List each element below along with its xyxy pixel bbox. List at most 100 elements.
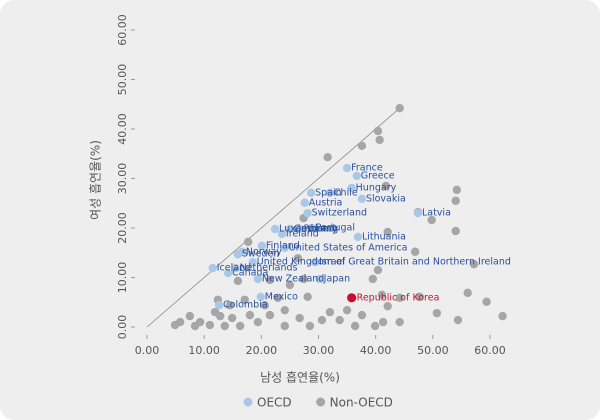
point: [395, 317, 404, 327]
point-label: Luxembourg: [279, 223, 338, 234]
point: [248, 257, 257, 267]
point: [378, 317, 388, 327]
point: [315, 274, 324, 284]
point: [214, 301, 224, 310]
point: [303, 208, 312, 218]
x-tick-label: 20.00: [246, 344, 278, 357]
point: [383, 302, 392, 311]
point: [395, 104, 404, 113]
y-tick-label: 40.00: [116, 113, 129, 145]
point-label: Chile: [334, 187, 358, 198]
point: [293, 253, 303, 263]
y-tick-label: 0.00: [116, 315, 129, 340]
point: [325, 307, 335, 317]
point: [452, 185, 462, 195]
point-label: Switzerland: [312, 208, 367, 219]
point-label: Finland: [266, 240, 300, 251]
point-label: France: [351, 163, 383, 174]
point: [381, 181, 391, 191]
point: [415, 292, 424, 302]
point: [285, 280, 295, 290]
point-label: Latvia: [422, 208, 451, 219]
point: [257, 241, 267, 251]
point-label: Slovakia: [366, 193, 406, 204]
y-tick-label: 50.00: [116, 64, 129, 96]
x-tick-label: 0.00: [135, 344, 160, 357]
point: [265, 275, 275, 285]
point: [353, 232, 363, 242]
point: [190, 321, 200, 331]
point: [295, 224, 304, 234]
point: [375, 135, 384, 145]
legend-swatch: [243, 397, 253, 407]
point: [310, 257, 320, 267]
point: [253, 317, 263, 327]
point: [352, 171, 362, 181]
point: [325, 188, 335, 198]
x-tick-label: 30.00: [303, 344, 335, 357]
point-label: Lithuania: [362, 231, 406, 242]
point: [231, 263, 240, 273]
x-tick-label: 10.00: [188, 344, 220, 357]
point: [233, 276, 243, 286]
point: [469, 259, 479, 269]
point: [395, 293, 404, 302]
y-tick-label: 20.00: [116, 212, 129, 244]
point-label: United Kingdom of Great Britain and Nort…: [257, 257, 511, 268]
point: [223, 268, 233, 278]
point: [277, 229, 287, 239]
point: [357, 310, 367, 320]
reference-line: [146, 107, 400, 328]
point: [451, 196, 460, 205]
point: [453, 315, 463, 325]
legend-label: Non-OECD: [330, 396, 393, 410]
y-axis-label: 여성 흡연율(%): [89, 140, 103, 220]
point: [243, 237, 253, 247]
y-tick-label: 30.00: [116, 163, 129, 195]
point: [240, 295, 249, 304]
legend-label: OECD: [257, 396, 292, 410]
point: [410, 247, 420, 256]
point: [300, 198, 309, 207]
point: [306, 188, 316, 198]
point: [170, 320, 180, 330]
point: [307, 223, 316, 233]
point: [323, 153, 332, 162]
x-tick-label: 40.00: [360, 344, 392, 357]
point: [256, 292, 265, 302]
point-label: Ireland: [286, 228, 319, 239]
point: [205, 320, 215, 330]
point: [498, 311, 507, 321]
point: [335, 315, 344, 325]
point: [317, 315, 327, 325]
point: [413, 208, 423, 218]
point-label: Austria: [309, 197, 343, 208]
point: [253, 274, 263, 284]
point: [233, 250, 243, 259]
point-label: Japan: [323, 273, 351, 284]
point: [185, 311, 195, 321]
point: [482, 297, 491, 306]
highlight-label: Republic of Korea: [357, 292, 440, 303]
point: [432, 308, 442, 318]
point: [342, 305, 352, 315]
point-label: New Zealand: [262, 273, 324, 284]
highlight-point: [347, 293, 357, 303]
point-label: Colombia: [223, 300, 268, 311]
point: [347, 183, 356, 193]
point: [342, 163, 352, 173]
point-label: United States of America: [289, 242, 408, 253]
y-tick-label: 10.00: [116, 262, 129, 294]
point-label: Canada: [232, 268, 268, 279]
point-label: Norway: [246, 246, 282, 257]
point: [265, 310, 275, 320]
point: [245, 310, 255, 320]
point: [427, 215, 436, 225]
x-axis-label: 남성 흡연율(%): [260, 371, 340, 385]
point: [273, 293, 283, 302]
point-label: Spain: [315, 187, 342, 198]
legend-swatch: [316, 397, 326, 407]
point: [357, 141, 367, 151]
point: [370, 321, 380, 331]
